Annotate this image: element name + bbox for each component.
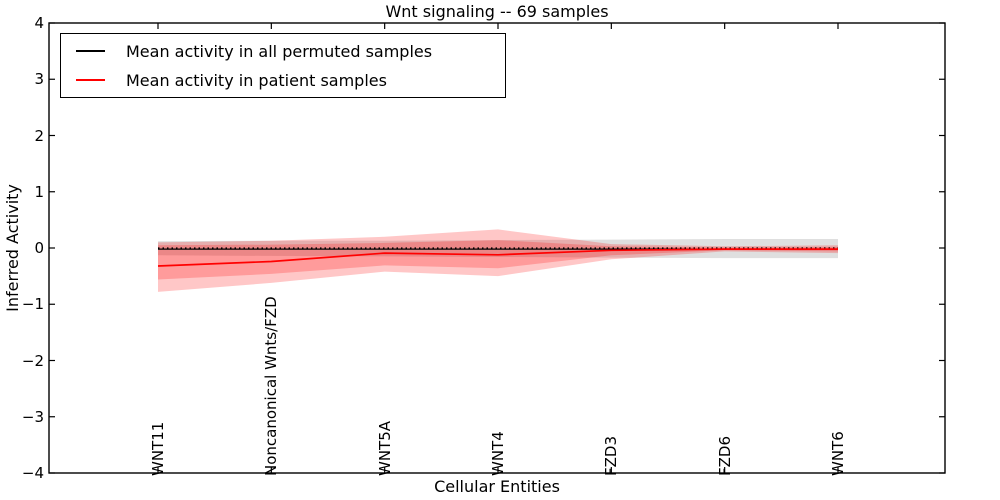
- y-tick-label: 2: [34, 126, 44, 145]
- legend-line-patient-icon: [76, 79, 105, 81]
- legend: Mean activity in all permuted samples Me…: [60, 33, 506, 98]
- y-tick-label: 3: [34, 70, 44, 89]
- y-tick-label: 0: [34, 239, 44, 257]
- y-tick-label: −4: [21, 464, 44, 482]
- legend-entry-patient: Mean activity in patient samples: [76, 66, 505, 94]
- x-tick-label: WNT6: [828, 431, 847, 476]
- x-tick-label: Noncanonical Wnts/FZD: [262, 296, 281, 476]
- x-tick-label: FZD6: [715, 436, 734, 476]
- chart-title: Wnt signaling -- 69 samples: [385, 2, 609, 21]
- patient-mean-line: [157, 248, 838, 267]
- x-tick-label: WNT4: [488, 431, 507, 476]
- legend-line-permuted-icon: [76, 50, 105, 52]
- y-tick-label: −3: [21, 407, 44, 426]
- x-tick-label: FZD3: [602, 436, 621, 476]
- x-tick-label: WNT11: [149, 421, 167, 476]
- y-tick-label: 1: [34, 182, 44, 201]
- y-tick-label: 4: [34, 14, 44, 32]
- legend-entry-permuted: Mean activity in all permuted samples: [76, 37, 505, 65]
- legend-label-patient: Mean activity in patient samples: [126, 70, 387, 90]
- patient-samples-band-outer: [158, 229, 838, 292]
- y-tick-label: −2: [21, 351, 44, 370]
- y-tick-label: −1: [21, 295, 44, 314]
- legend-label-permuted: Mean activity in all permuted samples: [126, 41, 433, 61]
- x-tick-label: WNT5A: [375, 420, 394, 476]
- x-axis-label: Cellular Entities: [434, 477, 560, 496]
